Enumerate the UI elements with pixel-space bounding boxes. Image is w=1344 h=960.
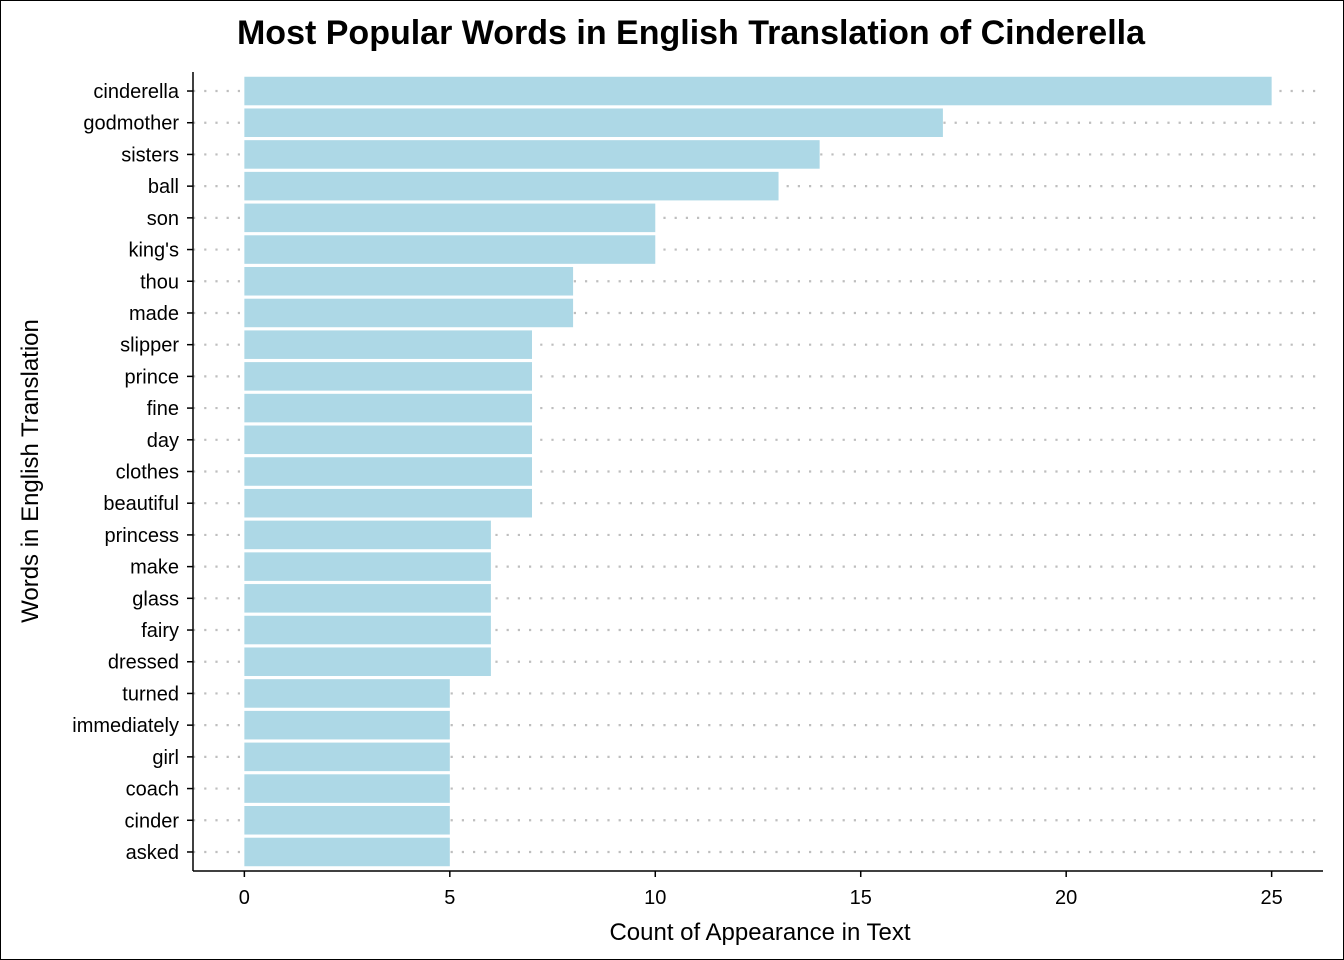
- bar: [244, 774, 450, 803]
- y-tick-label: king's: [128, 240, 179, 262]
- y-tick-label: fairy: [141, 620, 179, 642]
- y-tick-label: cinder: [125, 810, 180, 832]
- bar: [244, 298, 574, 328]
- x-tick-label: 0: [239, 887, 250, 909]
- y-tick-label: beautiful: [103, 493, 179, 515]
- x-tick-label: 20: [1055, 887, 1077, 909]
- bar: [244, 552, 491, 581]
- bar: [244, 488, 532, 518]
- bar: [244, 266, 574, 296]
- bar: [244, 647, 491, 677]
- y-tick-label: princess: [105, 525, 179, 547]
- y-tick-label: godmother: [83, 113, 179, 135]
- y-tick-label: make: [130, 557, 179, 579]
- x-tick-label: 10: [644, 887, 666, 909]
- bar: [244, 615, 491, 645]
- y-tick-label: coach: [126, 779, 179, 801]
- bar: [244, 425, 532, 455]
- y-tick-label: day: [147, 430, 179, 452]
- bar: [244, 235, 656, 264]
- y-tick-label: ball: [148, 176, 179, 198]
- bar: [244, 171, 779, 201]
- y-tick-label: thou: [140, 271, 179, 293]
- bar: [244, 362, 532, 391]
- bar: [244, 710, 450, 740]
- x-ticks: 0 5 10 15 20 25: [239, 871, 1283, 909]
- bar: [244, 837, 450, 867]
- x-tick-label: 5: [444, 887, 455, 909]
- bar: [244, 457, 532, 486]
- bar: [244, 584, 491, 613]
- bar: [244, 76, 1272, 106]
- y-tick-label: prince: [125, 366, 179, 388]
- y-tick-label: immediately: [72, 715, 179, 737]
- y-tick-label: glass: [132, 588, 179, 610]
- x-tick-label: 15: [850, 887, 872, 909]
- bar: [244, 330, 532, 359]
- y-tick-label: turned: [122, 683, 179, 705]
- bar: [244, 140, 820, 169]
- bar: [244, 742, 450, 772]
- y-tick-label: girl: [152, 747, 179, 769]
- bar: [244, 393, 532, 423]
- y-axis-title: Words in English Translation: [17, 319, 44, 623]
- y-tick-label: made: [129, 303, 179, 325]
- y-tick-label: cinderella: [93, 81, 179, 103]
- bar: [244, 679, 450, 708]
- gridlines: [193, 89, 1323, 854]
- bar: [244, 108, 943, 137]
- y-tick-label: clothes: [116, 462, 179, 484]
- x-axis-title: Count of Appearance in Text: [609, 919, 910, 946]
- y-tick-label: dressed: [108, 652, 179, 674]
- chart-title: Most Popular Words in English Translatio…: [237, 14, 1146, 52]
- y-ticks: cinderella godmother sisters ball son king's t…: [72, 81, 193, 864]
- y-tick-label: fine: [147, 398, 179, 420]
- y-tick-label: slipper: [120, 335, 179, 357]
- bar: [244, 203, 656, 233]
- y-tick-label: son: [147, 208, 179, 230]
- y-tick-label: asked: [126, 842, 179, 864]
- bars: [244, 76, 1272, 867]
- bar: [244, 520, 491, 550]
- x-tick-label: 25: [1261, 887, 1283, 909]
- bar: [244, 806, 450, 835]
- y-tick-label: sisters: [121, 144, 179, 166]
